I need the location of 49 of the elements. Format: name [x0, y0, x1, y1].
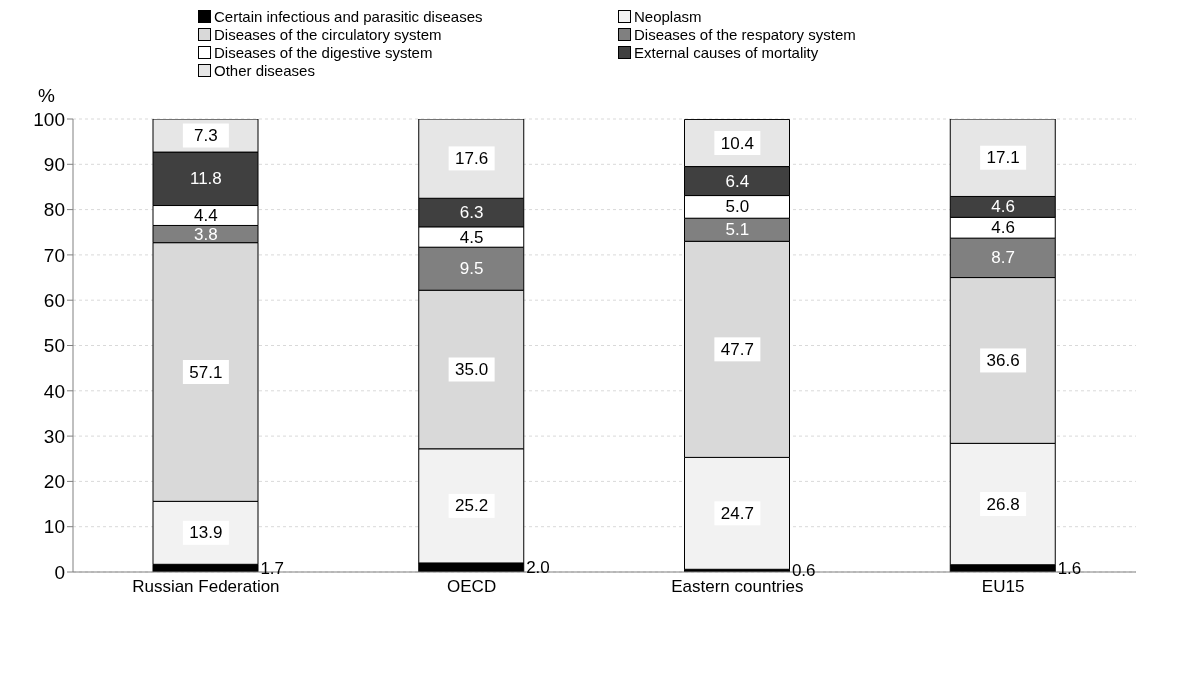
legend-label: Certain infectious and parasitic diseases: [214, 8, 483, 25]
y-tick-label: 100: [33, 108, 65, 130]
data-label: 4.4: [194, 205, 218, 225]
data-label: 6.4: [725, 171, 750, 191]
y-tick-label: 50: [43, 335, 65, 357]
legend-label: Other diseases: [214, 62, 315, 79]
data-label: 4.5: [459, 227, 484, 247]
data-label: 1.7: [260, 558, 285, 578]
data-label: 8.7: [991, 248, 1015, 268]
y-tick-label: 30: [43, 425, 65, 447]
y-tick-label: 10: [43, 516, 65, 538]
y-tick-label: 20: [43, 471, 65, 493]
data-label: 13.9: [189, 523, 223, 543]
data-label: 35.0: [455, 360, 489, 380]
x-tick-label: EU15: [981, 577, 1025, 597]
data-label: 4.6: [991, 197, 1015, 217]
data-label: 24.7: [720, 503, 754, 523]
y-tick-label: 70: [43, 244, 65, 266]
data-label: 6.3: [459, 203, 484, 223]
data-label: 10.4: [720, 133, 754, 153]
x-tick-label: Russian Federation: [132, 577, 280, 597]
data-label: 57.1: [189, 362, 223, 382]
data-label: 25.2: [455, 496, 489, 516]
y-axis-title: %: [38, 85, 56, 107]
legend-label: Diseases of the digestive system: [214, 44, 433, 61]
y-tick-label: 40: [43, 380, 65, 402]
x-tick-label: OECD: [447, 577, 497, 597]
y-tick-label: 60: [43, 289, 65, 311]
data-label: 36.6: [986, 350, 1020, 370]
data-label: 5.0: [725, 197, 750, 217]
data-label: 5.1: [725, 220, 750, 240]
data-label: 3.8: [194, 224, 218, 244]
legend-label: External causes of mortality: [634, 44, 819, 61]
legend-label: Diseases of the circulatory system: [214, 26, 442, 43]
data-label: 7.3: [194, 126, 218, 146]
data-label: 11.8: [189, 169, 222, 189]
data-label: 17.6: [455, 148, 489, 168]
y-tick-label: 0: [54, 561, 65, 583]
data-label: 26.8: [986, 494, 1020, 514]
legend-label: Neoplasm: [634, 8, 702, 25]
data-label: 9.5: [459, 259, 484, 279]
data-label: 17.1: [986, 148, 1020, 168]
y-tick-label: 90: [43, 154, 65, 176]
data-label: 47.7: [720, 339, 754, 359]
data-label: 1.6: [1057, 558, 1082, 578]
data-label: 2.0: [526, 557, 550, 577]
legend-label: Diseases of the respatory system: [634, 26, 856, 43]
y-tick-label: 80: [43, 199, 65, 221]
data-label: 4.6: [991, 218, 1015, 238]
